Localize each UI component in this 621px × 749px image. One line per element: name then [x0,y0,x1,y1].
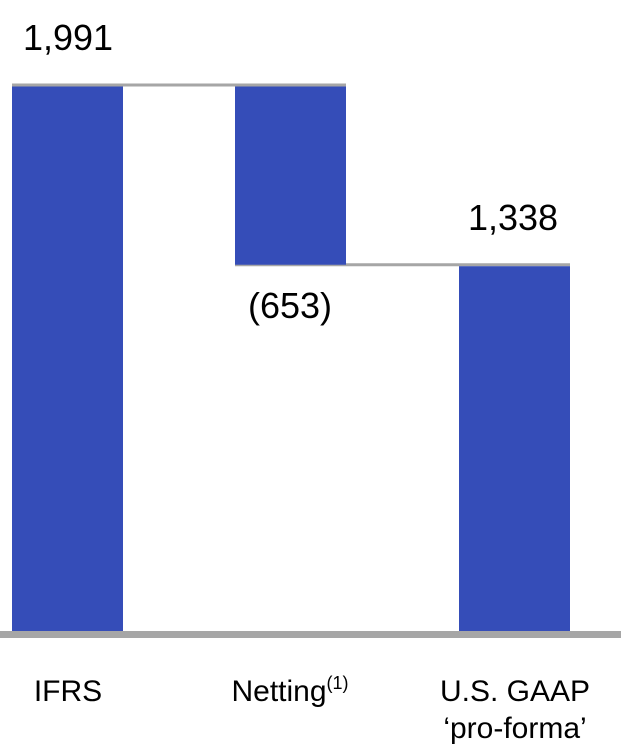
category-label-2: Netting(1) [231,673,348,708]
x-axis-baseline [0,631,621,638]
category-label-1: IFRS [34,675,102,708]
bar-2 [235,86,346,265]
bar-3 [459,266,570,633]
category-superscript-2: (1) [327,673,349,693]
data-label-1: 1,991 [23,17,113,58]
category-label-3-line-2: ‘pro-forma’ [443,712,586,745]
category-label-3-line-1: U.S. GAAP [440,675,590,708]
data-label-3: 1,338 [468,197,558,238]
data-label-2: (653) [248,285,332,326]
bar-1 [12,86,123,633]
